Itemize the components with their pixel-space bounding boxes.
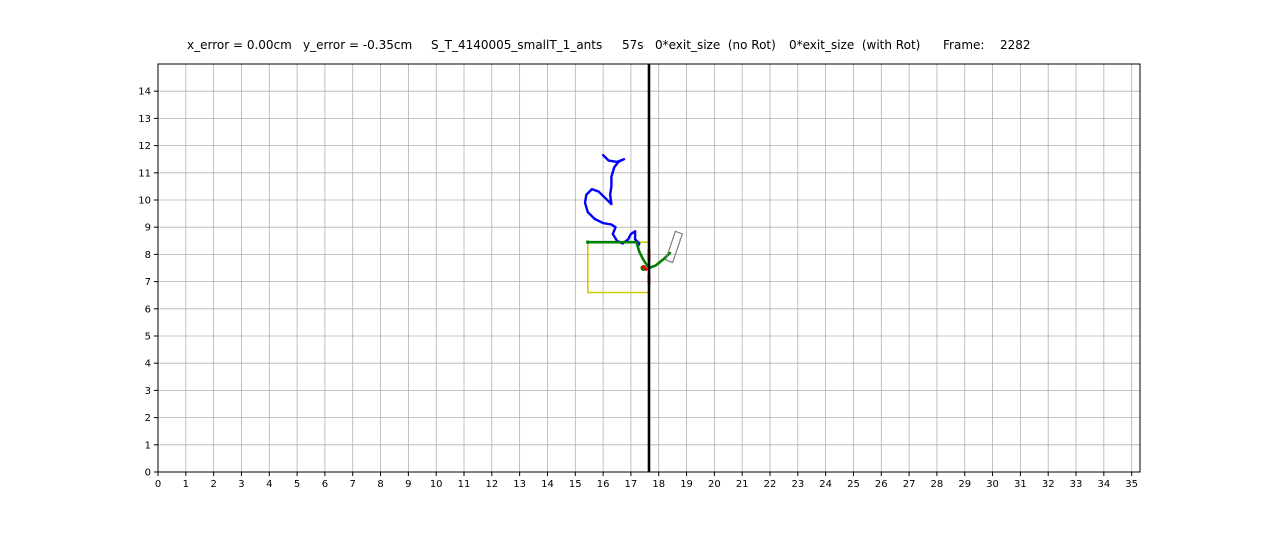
- x-tick-label: 18: [652, 479, 665, 490]
- y-tick-label: 11: [138, 168, 151, 179]
- plot-data: [583, 64, 684, 472]
- load-path-line: [586, 240, 672, 270]
- x-tick-label: 35: [1125, 479, 1138, 490]
- x-tick-label: 22: [764, 479, 777, 490]
- y-tick-label: 1: [145, 440, 151, 451]
- x-tick-label: 25: [847, 479, 860, 490]
- y-tick-label: 12: [138, 141, 151, 152]
- x-tick-label: 29: [958, 479, 971, 490]
- y-tick-label: 9: [145, 223, 151, 234]
- x-tick-label: 34: [1097, 479, 1110, 490]
- x-tick-label: 13: [513, 479, 526, 490]
- y-tick-label: 13: [138, 114, 151, 125]
- x-tick-label: 15: [569, 479, 582, 490]
- x-tick-label: 5: [294, 479, 300, 490]
- x-tick-label: 2: [210, 479, 216, 490]
- y-tick-label: 14: [138, 87, 151, 98]
- shape-outline: [664, 230, 684, 264]
- experiment-name: S_T_4140005_smallT_1_ants: [431, 38, 603, 52]
- y-tick-label: 5: [145, 332, 151, 343]
- x-tick-label: 24: [819, 479, 832, 490]
- plot-frame: [157, 63, 1141, 473]
- x-tick-label: 0: [155, 479, 161, 490]
- exit-no-rot-text: 0*exit_size (no Rot): [655, 38, 776, 52]
- x-tick-label: 4: [266, 479, 272, 490]
- y-tick-label: 0: [145, 468, 151, 479]
- load-start-marker: [585, 240, 590, 244]
- x-tick-label: 17: [625, 479, 638, 490]
- x-error-text: x_error = 0.00cm: [187, 38, 292, 52]
- x-tick-label: 6: [322, 479, 328, 490]
- x-tick-label: 19: [680, 479, 693, 490]
- x-tick-label: 9: [405, 479, 411, 490]
- x-tick-label: 23: [791, 479, 804, 490]
- y-tick-label: 7: [145, 277, 151, 288]
- axis-ticks: 0 1 2 3 4 5 6 7 8 9 10 11 12 13 14 15 16 17 18 19 20 21 22 23 24…: [138, 87, 1138, 490]
- x-tick-label: 16: [597, 479, 610, 490]
- x-tick-label: 7: [350, 479, 356, 490]
- x-tick-label: 26: [875, 479, 888, 490]
- exit-with-rot-text: 0*exit_size (with Rot): [789, 38, 921, 52]
- x-tick-label: 14: [541, 479, 554, 490]
- frame-value: 2282: [1000, 38, 1031, 52]
- y-tick-label: 6: [145, 304, 151, 315]
- x-tick-label: 33: [1070, 479, 1083, 490]
- x-tick-label: 27: [903, 479, 916, 490]
- force-arrow: [641, 265, 648, 271]
- trajectory-line: [583, 153, 641, 248]
- y-tick-label: 3: [145, 386, 151, 397]
- x-tick-label: 20: [708, 479, 721, 490]
- y-tick-label: 2: [145, 413, 151, 424]
- y-tick-label: 4: [145, 359, 151, 370]
- x-tick-label: 11: [458, 479, 471, 490]
- x-tick-label: 31: [1014, 479, 1027, 490]
- x-tick-label: 1: [183, 479, 189, 490]
- x-tick-label: 30: [986, 479, 999, 490]
- x-tick-label: 8: [377, 479, 383, 490]
- y-tick-label: 10: [138, 196, 151, 207]
- frame-label: Frame:: [943, 38, 985, 52]
- x-tick-label: 3: [238, 479, 244, 490]
- x-tick-label: 28: [931, 479, 944, 490]
- chart-title-bar: x_error = 0.00cm y_error = -0.35cm S_T_4…: [0, 38, 1268, 56]
- x-tick-label: 21: [736, 479, 749, 490]
- x-tick-label: 12: [485, 479, 498, 490]
- x-tick-label: 10: [430, 479, 443, 490]
- y-tick-label: 8: [145, 250, 151, 261]
- time-text: 57s: [622, 38, 644, 52]
- y-error-text: y_error = -0.35cm: [303, 38, 413, 52]
- x-tick-label: 32: [1042, 479, 1055, 490]
